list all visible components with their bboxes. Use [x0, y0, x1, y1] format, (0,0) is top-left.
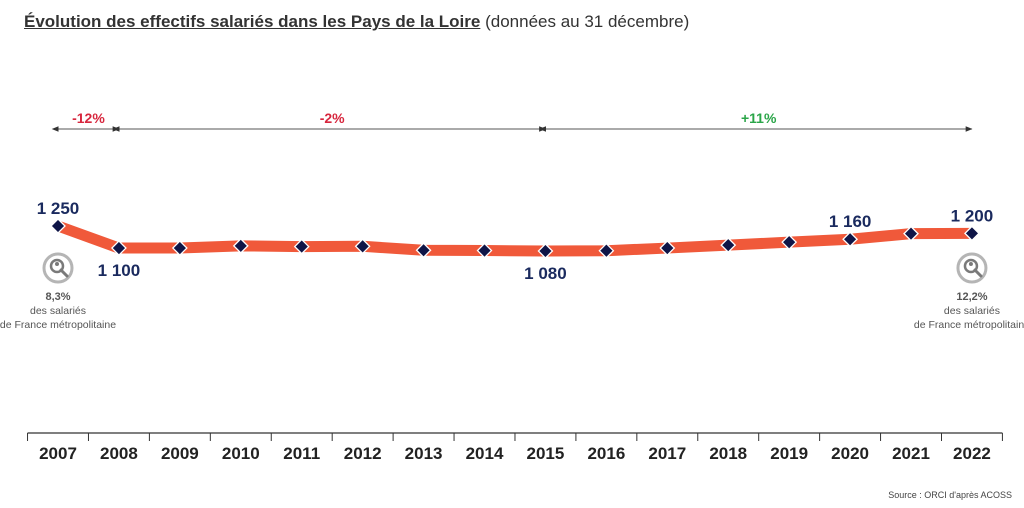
data-point-2008 — [111, 240, 127, 256]
data-point-2011 — [293, 238, 310, 255]
x-tick-label: 2022 — [953, 444, 991, 463]
data-point-2020 — [842, 231, 859, 248]
period-label: -12% — [72, 110, 105, 126]
data-point-2022 — [964, 225, 980, 242]
title-subtitle: (données au 31 décembre) — [485, 12, 690, 31]
x-tick-label: 2011 — [283, 444, 320, 463]
x-tick-label: 2019 — [770, 444, 808, 463]
data-point-2019 — [781, 234, 798, 251]
x-tick-label: 2013 — [405, 444, 443, 463]
note-line: des salariés — [30, 305, 86, 317]
magnifier-people-icon — [956, 252, 988, 284]
data-point-2010 — [232, 237, 249, 254]
icon-person-head — [55, 262, 59, 266]
note-line: de France métropolitaine — [0, 319, 116, 331]
x-tick-label: 2016 — [587, 444, 625, 463]
icon-ring — [42, 252, 74, 284]
data-point-2007 — [50, 218, 66, 234]
icon-ring — [956, 252, 988, 284]
chart-title: Évolution des effectifs salariés dans le… — [24, 12, 689, 32]
source-note: Source : ORCI d'après ACOSS — [888, 490, 1012, 500]
x-tick-label: 2017 — [648, 444, 686, 463]
data-label-2015: 1 080 — [524, 264, 567, 283]
period-label: +11% — [741, 110, 777, 126]
data-point-2018 — [720, 237, 737, 254]
data-label-2020: 1 160 — [829, 212, 872, 231]
x-tick-label: 2021 — [892, 444, 930, 463]
x-tick-label: 2020 — [831, 444, 869, 463]
icon-handle — [59, 268, 69, 278]
icon-lens — [963, 258, 979, 274]
data-point-2016 — [598, 242, 615, 259]
note-line: de France métropolitaine — [914, 319, 1024, 331]
icon-handle — [973, 268, 983, 278]
icon-person-head — [968, 262, 973, 266]
data-label-2008: 1 100 — [98, 261, 141, 280]
data-point-2012 — [354, 238, 371, 255]
data-point-2009 — [171, 240, 188, 256]
series-line — [52, 220, 978, 257]
note-line: 12,2% — [956, 291, 987, 303]
magnifier-people-icon — [42, 252, 74, 284]
x-tick-label: 2015 — [527, 444, 565, 463]
x-tick-label: 2014 — [466, 444, 504, 463]
data-label-2007: 1 250 — [37, 199, 80, 218]
x-tick-label: 2012 — [344, 444, 382, 463]
note-line: 8,3% — [45, 291, 70, 303]
data-point-2015 — [537, 243, 554, 259]
x-tick-label: 2018 — [709, 444, 747, 463]
note-line: des salariés — [944, 305, 1000, 317]
data-point-2021 — [903, 225, 919, 242]
data-point-2017 — [659, 240, 676, 256]
title-main: Évolution des effectifs salariés dans le… — [24, 12, 481, 31]
x-tick-label: 2008 — [100, 444, 138, 463]
data-point-2014 — [476, 242, 493, 259]
period-label: -2% — [320, 110, 345, 126]
data-label-2022: 1 200 — [951, 206, 994, 225]
x-tick-label: 2009 — [161, 444, 199, 463]
x-tick-label: 2010 — [222, 444, 260, 463]
data-point-2013 — [415, 242, 432, 259]
x-tick-label: 2007 — [39, 444, 77, 463]
icon-lens — [49, 258, 65, 274]
